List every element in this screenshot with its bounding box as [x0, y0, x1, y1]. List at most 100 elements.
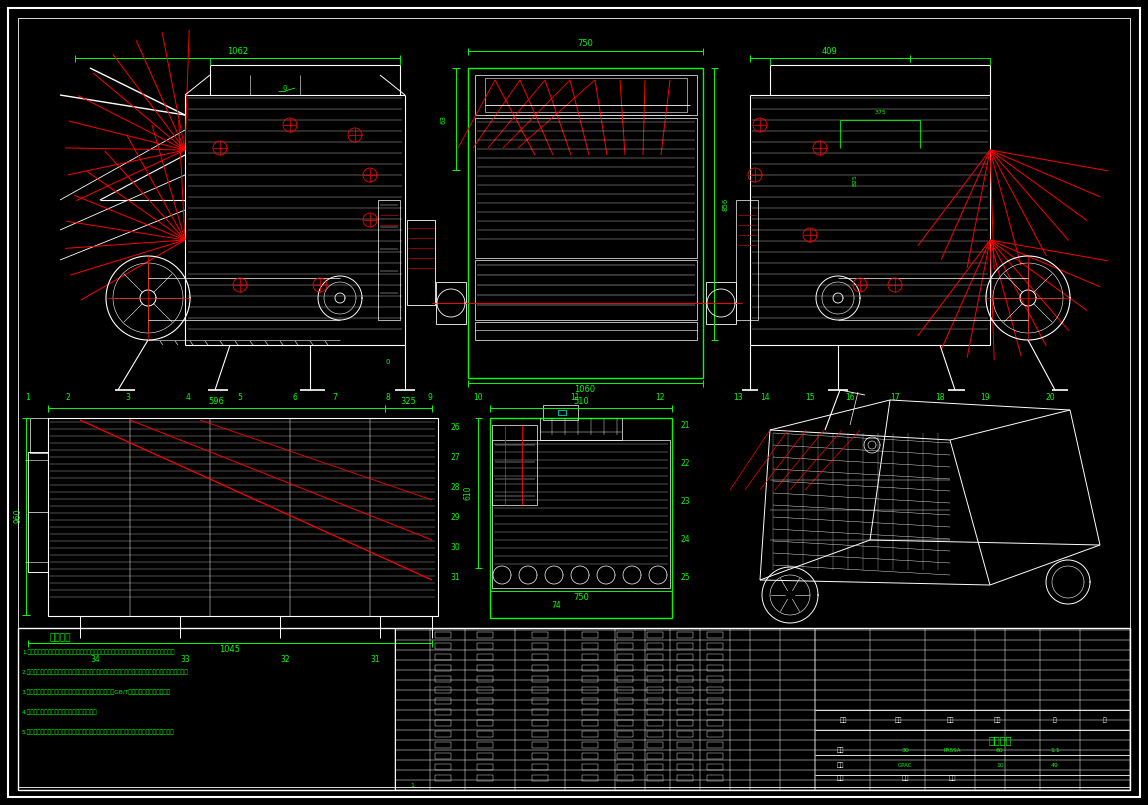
Text: 1.成入修配的非标准零部件（包括冲压件、焊接件），均应经质量检验部门检验合格后方能装配。: 1.成入修配的非标准零部件（包括冲压件、焊接件），均应经质量检验部门检验合格后方… [22, 649, 174, 654]
Text: 1: 1 [25, 394, 30, 402]
Bar [677, 643, 693, 649]
Bar [707, 643, 723, 649]
Bar [435, 731, 451, 737]
Bar [647, 720, 664, 726]
Bar [707, 764, 723, 770]
Bar [475, 260, 697, 320]
Text: 审定: 审定 [901, 775, 909, 781]
Text: 5.机械、液压油路密封可靠，严禁在被测试件不合格的情况下移动机器，发现故障，做相应处理。: 5.机械、液压油路密封可靠，严禁在被测试件不合格的情况下移动机器，发现故障，做相… [22, 729, 174, 735]
Bar [616, 654, 633, 660]
Text: 15: 15 [805, 394, 815, 402]
Bar [532, 731, 548, 737]
Bar [616, 742, 633, 748]
Text: 24: 24 [680, 535, 690, 543]
Text: 14: 14 [760, 394, 770, 402]
Text: 856: 856 [723, 197, 729, 211]
Bar [532, 676, 548, 682]
Bar [558, 410, 566, 415]
Bar [435, 643, 451, 649]
Text: 共: 共 [1053, 717, 1057, 723]
Text: 49: 49 [1052, 762, 1058, 767]
Bar [532, 654, 548, 660]
Bar [707, 687, 723, 693]
Text: 0: 0 [282, 85, 287, 91]
Bar [532, 643, 548, 649]
Bar [582, 720, 598, 726]
Bar [616, 720, 633, 726]
Text: 596: 596 [208, 398, 224, 407]
Bar [532, 709, 548, 715]
Bar [677, 720, 693, 726]
Bar [435, 742, 451, 748]
Bar [616, 775, 633, 781]
Bar [677, 731, 693, 737]
Text: 28: 28 [450, 484, 459, 493]
Text: 2.零件装配前应清洗掉表面的铁屑予手，不得含有灰尘、飞边、毛刺、铁锈、锉削、油污、水及其他污垢。: 2.零件装配前应清洗掉表面的铁屑予手，不得含有灰尘、飞边、毛刺、铁锈、锉削、油污… [22, 669, 188, 675]
Bar [478, 731, 492, 737]
Bar [707, 654, 723, 660]
Bar [28, 452, 48, 572]
Text: 9: 9 [427, 394, 433, 402]
Bar [582, 742, 598, 748]
Bar [582, 731, 598, 737]
Bar [435, 764, 451, 770]
Text: 4.装配好后不允许有松动，参考相关技术标准。: 4.装配好后不允许有松动，参考相关技术标准。 [22, 709, 98, 715]
Text: 设计: 设计 [836, 775, 844, 781]
Bar [677, 665, 693, 671]
Bar [707, 698, 723, 704]
Bar [707, 665, 723, 671]
Bar [677, 753, 693, 759]
Bar [532, 775, 548, 781]
Text: 34: 34 [91, 655, 100, 664]
Bar [492, 440, 670, 588]
Bar [435, 665, 451, 671]
Bar [616, 676, 633, 682]
Bar [647, 632, 664, 638]
Bar [478, 698, 492, 704]
Bar [582, 753, 598, 759]
Bar [707, 742, 723, 748]
Bar [582, 654, 598, 660]
Text: PASSA: PASSA [944, 748, 961, 753]
Bar [408, 220, 435, 305]
Text: 13: 13 [734, 394, 743, 402]
Text: 12: 12 [656, 394, 665, 402]
Bar [677, 687, 693, 693]
Bar [478, 753, 492, 759]
Bar [478, 632, 492, 638]
Text: 825: 825 [853, 174, 858, 186]
Text: 25: 25 [680, 572, 690, 581]
Bar [677, 632, 693, 638]
Bar [707, 676, 723, 682]
Text: 11: 11 [571, 394, 580, 402]
Bar [532, 720, 548, 726]
Bar [475, 322, 697, 340]
Text: 二级总图: 二级总图 [988, 735, 1011, 745]
Text: 750: 750 [573, 593, 589, 602]
Bar [677, 709, 693, 715]
Bar [475, 75, 697, 115]
Text: 3: 3 [125, 394, 131, 402]
Bar [677, 775, 693, 781]
Text: 标准: 标准 [946, 717, 954, 723]
Bar [677, 698, 693, 704]
Bar [582, 665, 598, 671]
Bar [647, 764, 664, 770]
Bar [532, 698, 548, 704]
Bar [647, 775, 664, 781]
Bar [707, 720, 723, 726]
Bar [532, 632, 548, 638]
Bar [677, 676, 693, 682]
Text: 21: 21 [681, 420, 690, 430]
Text: 29: 29 [450, 514, 460, 522]
Bar [532, 665, 548, 671]
Text: 1.1: 1.1 [1050, 748, 1060, 753]
Text: 32: 32 [280, 655, 289, 664]
Bar [647, 698, 664, 704]
Text: 4: 4 [186, 394, 191, 402]
Text: 23: 23 [680, 497, 690, 506]
Text: 比例: 比例 [836, 747, 844, 753]
Text: 16: 16 [845, 394, 855, 402]
Bar [378, 200, 400, 320]
Bar [677, 742, 693, 748]
